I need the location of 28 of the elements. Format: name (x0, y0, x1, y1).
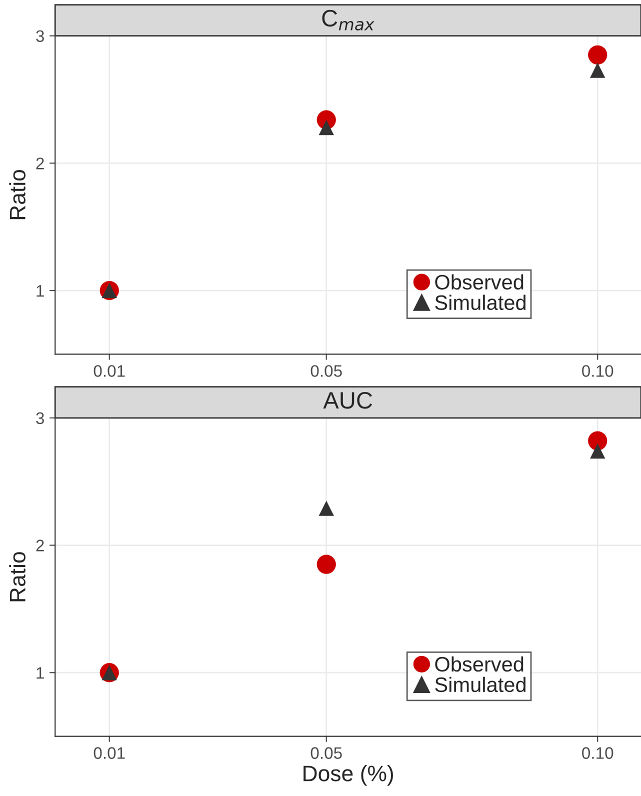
legend-label: Simulated (435, 294, 526, 310)
point (588, 431, 608, 450)
y-tick-label: 1 (36, 285, 44, 297)
x-tick-label: 0.05 (310, 365, 342, 377)
x-tick-label: 0.01 (94, 747, 125, 759)
y-tick-label: 2 (36, 158, 44, 170)
y-axis-title: Ratio (9, 170, 26, 220)
point (590, 443, 606, 459)
y-tick-label: 2 (36, 540, 44, 552)
point (588, 45, 608, 64)
x-tick-label: 0.05 (310, 747, 342, 759)
x-tick-label: 0.10 (582, 365, 614, 377)
point (590, 62, 606, 78)
legend-label: Observed (435, 656, 524, 672)
y-tick-label: 1 (36, 667, 44, 679)
x-tick-label: 0.01 (94, 365, 125, 377)
legend-label: Simulated (435, 676, 526, 692)
y-tick-label: 3 (36, 30, 44, 42)
point (316, 554, 336, 574)
y-tick-label: 3 (36, 412, 44, 424)
chart-title: C$_{max}$ (322, 10, 374, 30)
x-axis-title: Dose (%) (304, 765, 393, 786)
chart-title: AUC (323, 392, 372, 409)
point (318, 500, 334, 516)
y-axis-title: Ratio (9, 552, 26, 602)
point (318, 120, 334, 136)
x-tick-label: 0.10 (582, 747, 614, 759)
legend-label: Observed (435, 274, 524, 290)
